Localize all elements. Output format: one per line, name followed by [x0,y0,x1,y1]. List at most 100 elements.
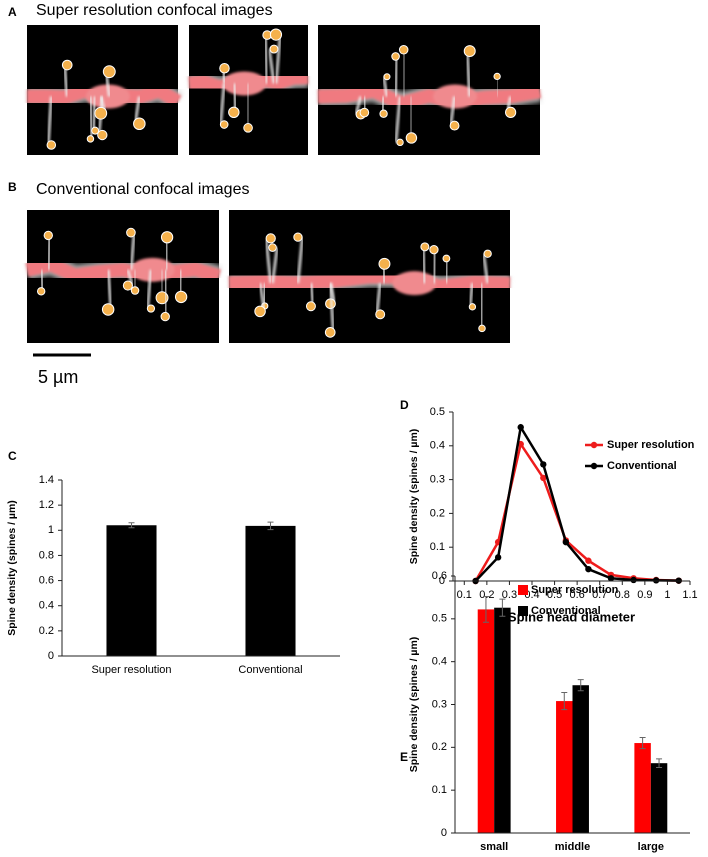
x-axis-label: Spine head diameter [508,609,635,624]
x-tick-label: Conventional [238,664,302,676]
spine-head [61,59,73,71]
spine-head [359,107,370,118]
y-tick-label: 0.5 [430,406,445,418]
spine-neck [163,269,168,317]
spine-head [219,120,229,129]
spine-neck [468,283,474,307]
spine-neck [267,48,276,84]
panel-label: A [8,5,17,19]
spine-head [396,138,404,147]
x-tick-label: 0.6 [569,589,584,601]
micrograph [317,25,542,155]
spine-head [126,227,136,238]
x-tick-label: 0.7 [592,589,607,601]
spine-head [398,45,409,55]
spine-head [243,123,253,133]
dendrite-swelling [433,84,478,109]
spine-head [442,254,451,263]
spine-neck [449,96,456,126]
y-tick-label: 1 [48,524,54,536]
spine-neck [445,258,449,284]
spine-head [219,62,230,74]
dendrite-swelling [130,257,175,282]
y-axis-label: Spine density (spines / µm) [408,429,420,565]
spine-head [133,117,146,131]
y-tick-label: 0.4 [430,440,445,452]
y-tick-label: 0.6 [432,570,447,582]
micrograph [187,25,309,155]
spine-head [269,28,283,41]
spine-neck [47,235,52,270]
point [585,565,592,573]
x-tick-label: 0.9 [637,589,652,601]
spine-neck [296,236,304,284]
spine-head [101,303,115,316]
y-axis-label: Spine density (spines / µm) [6,500,18,636]
point [652,577,660,584]
x-tick-label: 0.2 [479,589,494,601]
spine-head [228,106,240,118]
spine-neck [394,96,402,143]
y-tick-label: 0.2 [432,741,447,753]
spine-head [122,280,133,291]
spine-head [97,129,108,141]
y-tick-label: 0.4 [432,656,447,668]
chart: D 0 0.1 0.2 0.3 0.4 0.5 Spine density (spines /… [400,398,698,624]
spine-head [463,45,476,58]
bar [477,609,495,833]
dendrite [228,269,511,294]
spine-head [429,245,439,255]
error-bar [561,692,568,711]
legend-label: Conventional [531,605,601,617]
error-bar [499,598,506,617]
x-tick-label: large [638,841,664,853]
spine-head [391,52,400,61]
legend-swatch [518,606,528,616]
spine-head [478,324,486,333]
y-tick-label: 1.2 [39,499,54,511]
spine-head [405,132,418,144]
y-tick-label: 1.4 [39,474,54,486]
spine-head [254,305,266,318]
y-tick-label: 0 [48,650,54,662]
spine-head [265,233,276,244]
point [607,575,615,582]
legend-swatch [518,585,528,595]
spine-neck [271,247,279,284]
y-tick-label: 0 [439,575,445,587]
spine-neck [46,96,53,146]
spine-head [305,301,316,312]
point [585,557,592,564]
spine-head [483,249,492,258]
x-tick-label: 0.8 [615,589,630,601]
spine-neck [264,35,269,84]
spine-head [383,73,391,81]
legend-label: Conventional [607,460,677,472]
bar [245,525,296,656]
legend-label: Super resolution [607,439,695,451]
spine-head [293,232,303,242]
chart: C 0 0.2 0.4 0.6 0.8 1 1.2 1.4 Spine density (spin… [6,449,340,676]
x-tick-label: Super resolution [91,664,171,676]
error-bar [482,596,489,623]
spine-neck [264,238,272,284]
spine-head [146,304,156,313]
y-tick-label: 0.1 [430,541,445,553]
micrograph [26,25,184,155]
bar [494,607,511,833]
panel-label: B [8,180,17,194]
spine-head [46,140,57,150]
spine-head [94,106,108,120]
spine-neck [375,283,382,315]
bar [634,743,651,833]
y-tick-label: 0.2 [430,507,445,519]
spine-head [102,65,116,79]
spine-head [160,231,174,244]
panel-title: Super resolution confocal images [36,2,273,19]
error-bar [577,679,584,692]
spine-head [378,257,391,270]
x-tick-label: 0.5 [547,589,562,601]
spine-head [130,286,140,295]
panel-label: C [8,449,17,463]
y-tick-label: 0.8 [39,549,54,561]
